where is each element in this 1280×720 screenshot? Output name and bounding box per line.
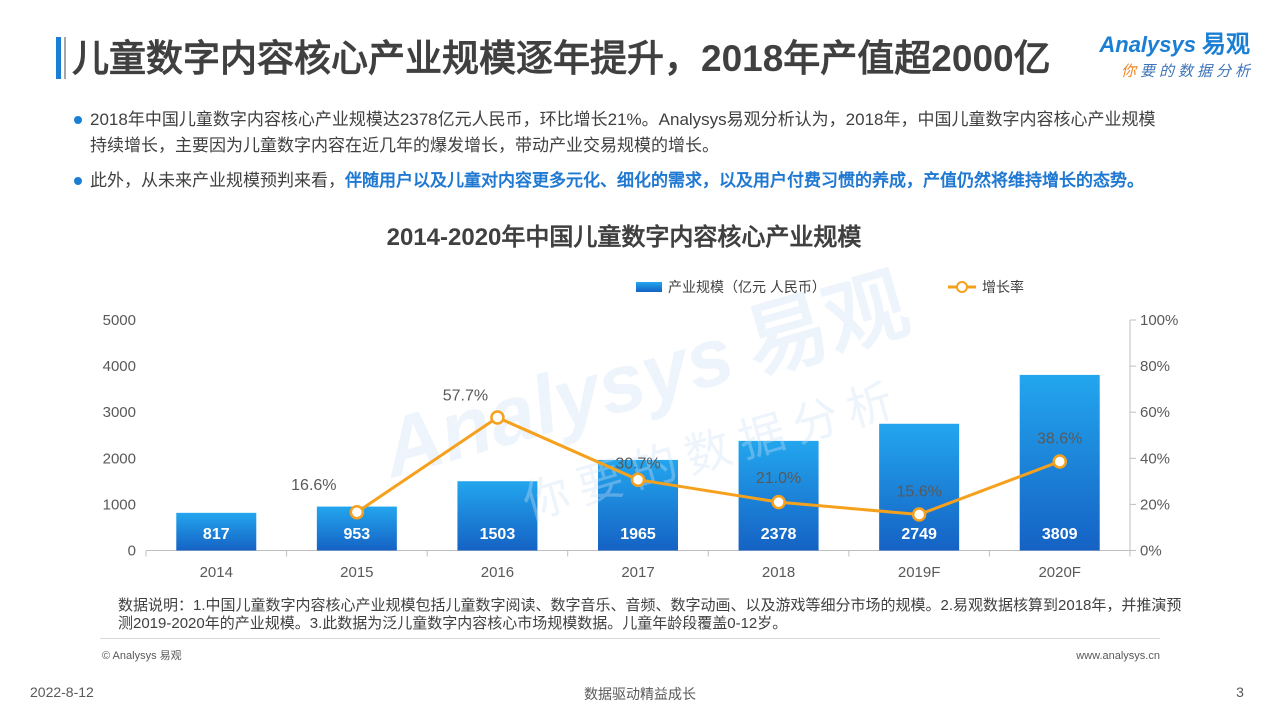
bar-value-label: 3809 [1042, 526, 1078, 543]
logo-brand: Analysys [1099, 32, 1196, 57]
x-tick-label: 2016 [481, 564, 514, 581]
bar-2019f [879, 423, 960, 551]
bar-value-label: 1503 [480, 526, 516, 543]
growth-rate-marker [349, 504, 365, 520]
bar-value-label: 817 [203, 526, 230, 543]
y-tick-label: 3000 [103, 404, 136, 421]
growth-rate-label: 30.7% [615, 456, 660, 473]
title-accent-bar [56, 37, 61, 79]
legend-label-scale: 产业规模（亿元 人民币） [668, 279, 826, 295]
bullet-dot [74, 116, 82, 124]
bullet-dot [74, 177, 82, 185]
bullet-1-line-2: 持续增长，主要因为儿童数字内容在近几年的爆发增长，带动产业交易规模的增长。 [90, 136, 719, 155]
bar-value-label: 2749 [901, 526, 937, 543]
bar-value-label: 1965 [620, 526, 656, 543]
growth-rate-label: 15.6% [896, 484, 941, 501]
y2-tick-label: 20% [1140, 496, 1170, 513]
bar-value-labels: 817 953 1503 1965 2378 2749 3809 [203, 526, 1078, 543]
growth-rate-marker [490, 410, 505, 425]
copyright: © Analysys 易观 [102, 650, 182, 662]
bullet-2-highlight: 伴随用户以及儿童对内容更多元化、细化的需求，以及用户付费习惯的养成，产值仍然将维… [345, 171, 1144, 190]
x-tick-label: 2015 [340, 564, 373, 581]
growth-rate-label: 16.6% [291, 477, 336, 494]
divider [100, 638, 1160, 639]
legend-bar-swatch [636, 282, 662, 292]
y-tick-label: 2000 [103, 450, 136, 467]
legend-line-marker [956, 281, 968, 293]
y-tick-label: 0 [128, 543, 136, 560]
growth-rate-label: 57.7% [443, 388, 488, 405]
growth-rate-label: 38.6% [1037, 431, 1082, 448]
page-title: 儿童数字内容核心产业规模逐年提升，2018年产值超2000亿 [72, 38, 1051, 79]
logo-tagline: 你要的数据分析 [1060, 62, 1254, 82]
title-accent-line [64, 37, 66, 79]
growth-rate-label: 21.0% [756, 470, 801, 487]
x-tick-label: 2018 [762, 564, 795, 581]
bullet-2-text: 此外，从未来产业规模预判来看， [90, 171, 345, 190]
axes: 2014 2015 2016 2017 2018 2019F 2020F 0 1000 2000 3… [103, 312, 1179, 581]
logo-wordmark: Analysys 易观 [1060, 30, 1250, 60]
y-tick-label: 4000 [103, 358, 136, 375]
x-tick-label: 2019F [898, 564, 941, 581]
legend-line-swatch [948, 281, 976, 293]
data-note-line-2: 测2019-2020年的产业规模。3.此数据为泛儿童数字内容核心市场规模数据。儿… [118, 615, 788, 632]
page-number: 3 [1236, 684, 1244, 700]
bar-2014 [176, 512, 257, 551]
growth-rate-marker [630, 472, 646, 487]
footer-slogan: 数据驱动精益成长 [584, 686, 696, 702]
x-tick-label: 2014 [200, 564, 233, 581]
bar-value-label: 2378 [761, 526, 797, 543]
y2-tick-label: 60% [1140, 404, 1170, 421]
chart-title: 2014-2020年中国儿童数字内容核心产业规模 [386, 224, 862, 251]
growth-rate-marker [911, 507, 927, 522]
growth-rate-series: 16.6% 57.7% 30.7% 21.0% 15.6% 38.6% [291, 388, 1082, 522]
y2-tick-label: 100% [1140, 312, 1178, 329]
data-note-line-1: 数据说明：1.中国儿童数字内容核心产业规模包括儿童数字阅读、数字音乐、音频、数字… [118, 597, 1182, 614]
logo-tagline-first: 你 [1120, 63, 1140, 80]
y2-tick-label: 0% [1140, 543, 1162, 560]
x-tick-label: 2020F [1038, 564, 1081, 581]
brand-logo: Analysys 易观 你要的数据分析 [1060, 30, 1250, 82]
y-tick-label: 1000 [103, 496, 136, 513]
legend-label-growth: 增长率 [982, 279, 1024, 295]
logo-brand-cn: 易观 [1202, 31, 1250, 58]
growth-rate-marker [1052, 454, 1067, 469]
growth-rate-marker [771, 494, 786, 510]
logo-tagline-rest: 要的数据分析 [1139, 63, 1254, 80]
y2-tick-label: 40% [1140, 450, 1170, 467]
bar-value-label: 953 [344, 526, 371, 543]
x-tick-label: 2017 [621, 564, 654, 581]
website: www.analysys.cn [1076, 650, 1160, 662]
footer-date: 2022-8-12 [30, 684, 94, 700]
y2-tick-label: 80% [1140, 358, 1170, 375]
y-tick-label: 5000 [103, 312, 136, 329]
growth-rate-line [355, 416, 1062, 516]
bar-2016 [457, 481, 538, 551]
bullet-2: 此外，从未来产业规模预判来看，伴随用户以及儿童对内容更多元化、细化的需求，以及用… [90, 168, 1144, 194]
bullet-1-line-1: 2018年中国儿童数字内容核心产业规模达2378亿元人民币，环比增长21%。An… [90, 110, 1156, 129]
